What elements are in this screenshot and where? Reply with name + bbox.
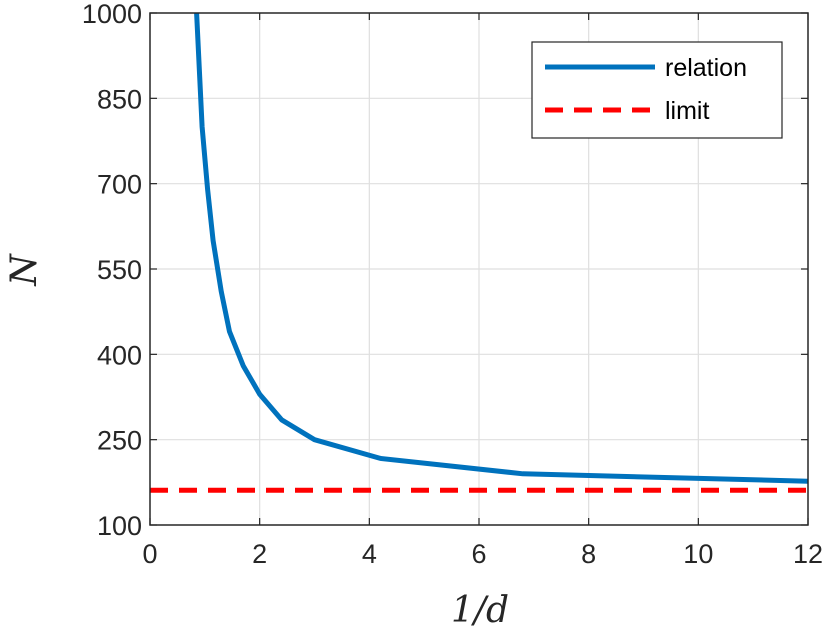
legend-label-relation: relation	[665, 54, 747, 82]
x-tick-label: 0	[142, 539, 157, 569]
y-tick-label: 400	[97, 340, 142, 370]
legend-box	[531, 41, 783, 139]
y-tick-label: 850	[97, 84, 142, 114]
x-tick-label: 10	[683, 539, 713, 569]
x-tick-label: 12	[793, 539, 823, 569]
ticks	[149, 12, 809, 526]
y-axis-label: N	[4, 253, 45, 287]
series-line-relation	[194, 12, 809, 484]
y-tick-label: 700	[97, 170, 142, 200]
legend-label-limit: limit	[665, 97, 709, 125]
x-axis-label: 1/d	[451, 590, 509, 631]
series-group	[150, 12, 809, 493]
y-tick-label: 100	[97, 511, 142, 541]
legend: relation limit	[531, 41, 783, 139]
y-tick-label: 1000	[82, 0, 142, 29]
y-tick-label: 550	[97, 255, 142, 285]
tick-labels: 0 2 4 6 8 10 12 100 250 400 550 700 850 1000	[82, 0, 823, 569]
x-tick-label: 2	[252, 539, 267, 569]
x-tick-label: 4	[362, 539, 377, 569]
x-tick-label: 6	[471, 539, 486, 569]
x-tick-label: 8	[581, 539, 596, 569]
y-tick-label: 250	[97, 426, 142, 456]
